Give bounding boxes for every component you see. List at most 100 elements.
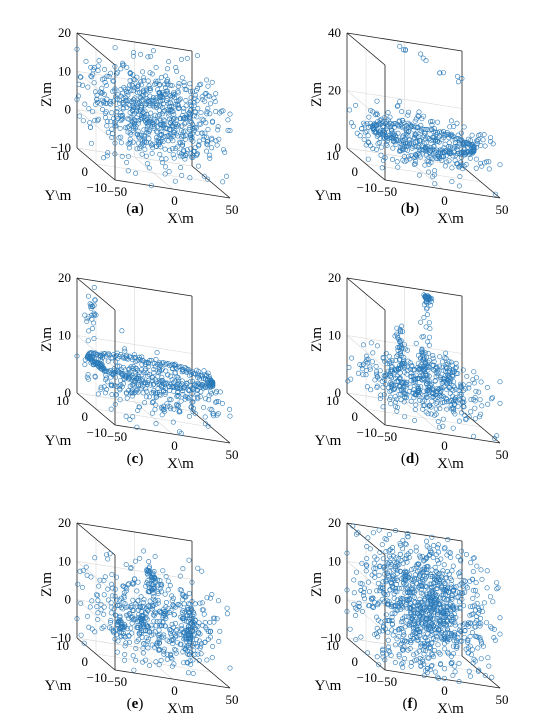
data-point <box>457 569 463 575</box>
data-point <box>130 139 136 145</box>
data-point <box>348 376 354 382</box>
data-point <box>114 96 120 102</box>
data-point <box>116 597 122 603</box>
y-tick-label: 0 <box>82 164 89 179</box>
data-point <box>194 114 200 120</box>
data-point <box>377 368 383 374</box>
data-point <box>135 376 141 382</box>
data-point <box>441 384 447 390</box>
data-point <box>388 604 394 610</box>
data-point <box>147 598 153 604</box>
data-point <box>385 368 391 374</box>
data-point <box>126 145 132 151</box>
data-point <box>451 124 457 130</box>
data-point <box>136 120 142 126</box>
y-tick-label: 0 <box>352 164 359 179</box>
data-point <box>374 146 380 152</box>
data-point <box>389 130 395 136</box>
data-point <box>424 306 430 312</box>
data-point <box>394 408 400 414</box>
data-point <box>125 92 131 98</box>
data-point <box>415 620 421 626</box>
data-point <box>442 141 448 147</box>
data-point <box>494 586 500 592</box>
data-point <box>176 601 182 607</box>
data-point <box>383 350 389 356</box>
data-point <box>86 106 92 112</box>
data-point <box>199 116 205 122</box>
data-point <box>410 373 416 379</box>
data-point <box>461 404 467 410</box>
data-point <box>485 655 491 661</box>
data-point <box>147 140 153 146</box>
data-point <box>367 364 373 370</box>
data-point <box>442 545 448 551</box>
data-point <box>464 141 470 147</box>
data-point <box>437 620 443 626</box>
data-point <box>358 634 364 640</box>
data-point <box>135 625 141 631</box>
data-point <box>214 142 220 148</box>
data-point <box>156 662 162 668</box>
data-point <box>165 605 171 611</box>
data-point <box>147 569 153 575</box>
data-point <box>429 534 435 540</box>
data-point <box>215 124 221 130</box>
data-point <box>79 82 85 88</box>
data-point <box>454 120 460 126</box>
data-point <box>104 552 110 558</box>
data-point <box>205 142 211 148</box>
x-tick-label: −50 <box>377 184 397 199</box>
data-point <box>380 158 386 164</box>
data-point <box>74 616 80 622</box>
data-point <box>163 574 169 580</box>
data-point <box>370 530 376 536</box>
data-point <box>113 392 119 398</box>
data-point <box>456 570 462 576</box>
data-point <box>353 637 359 643</box>
data-point <box>146 394 152 400</box>
data-point <box>478 656 484 662</box>
data-point <box>149 71 155 77</box>
data-point <box>202 98 208 104</box>
data-point <box>405 534 411 540</box>
data-point <box>420 406 426 412</box>
data-point <box>394 578 400 584</box>
data-point <box>450 603 456 609</box>
data-point <box>80 118 86 124</box>
data-point <box>497 615 503 621</box>
data-point <box>364 384 370 390</box>
data-point <box>186 590 192 596</box>
data-point <box>108 119 114 125</box>
data-point <box>429 651 435 657</box>
data-point <box>394 396 400 402</box>
data-point <box>89 598 95 604</box>
data-point <box>377 396 383 402</box>
data-point <box>353 531 359 537</box>
data-point <box>421 673 427 679</box>
data-point <box>152 406 158 412</box>
data-point <box>158 121 164 127</box>
data-point <box>152 586 158 592</box>
z-tick-label: 10 <box>328 553 341 568</box>
data-point <box>166 384 172 390</box>
data-point <box>193 626 199 632</box>
data-point <box>92 629 98 635</box>
data-point <box>144 394 150 400</box>
data-point <box>86 350 92 356</box>
data-point <box>179 75 185 81</box>
data-point <box>120 106 126 112</box>
data-point <box>172 370 178 376</box>
data-point <box>426 320 432 326</box>
data-point <box>143 153 149 159</box>
data-point <box>131 97 137 103</box>
data-point <box>114 106 120 112</box>
data-point <box>153 64 159 70</box>
data-point <box>94 604 100 610</box>
panel-caption: (c) <box>127 451 144 467</box>
data-point <box>128 625 134 631</box>
data-point <box>399 117 405 123</box>
data-point <box>363 568 369 574</box>
data-point <box>374 110 380 116</box>
data-point <box>84 319 90 325</box>
